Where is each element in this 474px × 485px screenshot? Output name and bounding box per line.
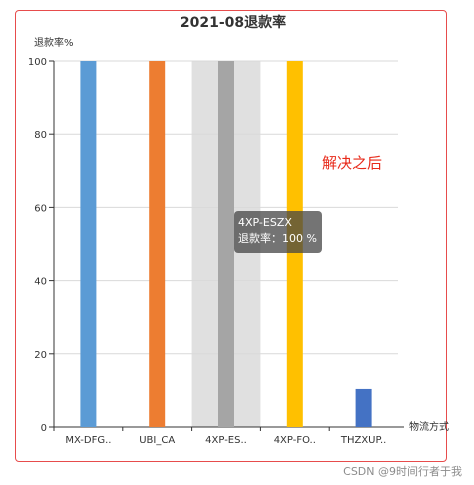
x-tick-label: 4XP-FO.. bbox=[274, 435, 316, 446]
chart-title: 2021-08退款率 bbox=[180, 14, 286, 31]
watermark: CSDN @9时间行者于我 bbox=[343, 465, 462, 478]
x-tick-label: 4XP-ES.. bbox=[205, 435, 247, 446]
annotation-text: 解决之后 bbox=[322, 154, 382, 172]
x-tick-label: THZXUP.. bbox=[340, 435, 386, 446]
y-tick-label: 40 bbox=[34, 277, 47, 288]
tooltip: 4XP-ESZX 退款率：100 % bbox=[234, 211, 322, 253]
y-tick-label: 60 bbox=[34, 203, 47, 214]
y-tick-label: 20 bbox=[34, 350, 47, 361]
x-axis-label: 物流方式 bbox=[409, 420, 449, 433]
x-tick-label: UBI_CA bbox=[139, 435, 175, 446]
bar bbox=[355, 388, 372, 427]
y-tick-label: 80 bbox=[34, 130, 47, 141]
tooltip-title: 4XP-ESZX bbox=[238, 216, 292, 229]
x-tick-label: MX-DFG.. bbox=[65, 435, 111, 446]
bar bbox=[149, 61, 166, 427]
y-tick-label: 0 bbox=[41, 423, 47, 434]
tooltip-value: 退款率：100 % bbox=[238, 232, 317, 245]
y-tick-label: 100 bbox=[28, 57, 47, 68]
bar bbox=[218, 61, 234, 427]
bar bbox=[80, 61, 97, 427]
y-axis-label: 退款率% bbox=[34, 36, 74, 49]
chart-frame bbox=[15, 10, 447, 462]
